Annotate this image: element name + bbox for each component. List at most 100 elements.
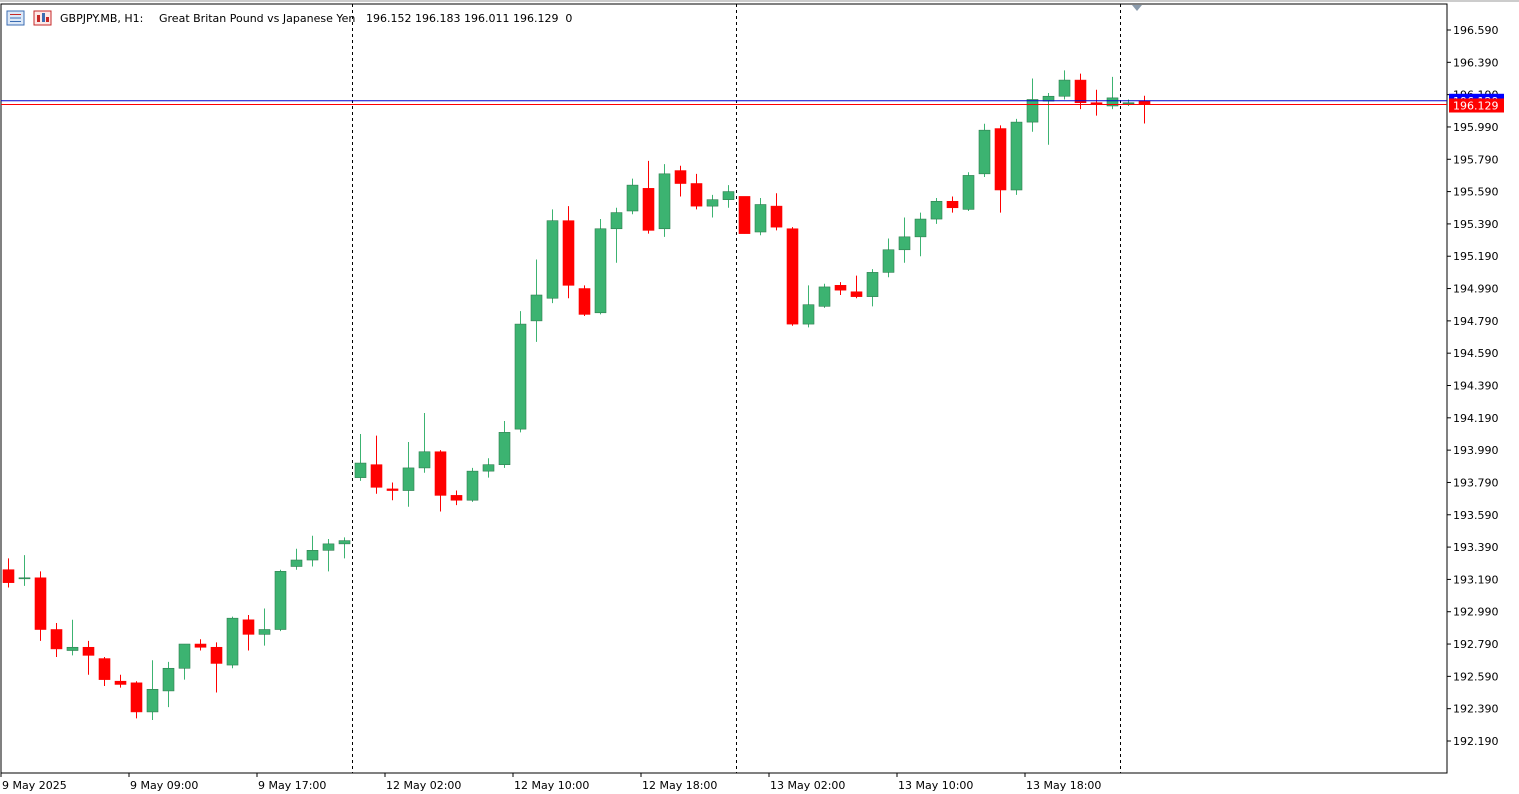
candle[interactable] (50, 623, 63, 657)
y-tick-label: 193.590 (1453, 509, 1499, 522)
y-tick-label: 195.190 (1453, 250, 1499, 263)
candle[interactable] (594, 219, 607, 315)
y-tick-label: 195.390 (1453, 218, 1499, 231)
candle[interactable] (738, 196, 751, 234)
candle[interactable] (450, 490, 463, 506)
candle[interactable] (1026, 78, 1039, 132)
candle[interactable] (914, 212, 927, 257)
candle[interactable] (818, 283, 831, 308)
candle[interactable] (578, 285, 591, 317)
symbol-description: Great Britan Pound vs Japanese Yen (159, 12, 355, 25)
candle[interactable] (146, 660, 159, 720)
candle-body-bull (658, 173, 671, 230)
candle-body-bear (642, 188, 655, 231)
candle[interactable] (434, 450, 447, 512)
candle[interactable] (66, 619, 79, 656)
svg-text:196.129: 196.129 (1453, 99, 1499, 112)
candle-body-bull (514, 323, 527, 430)
candle[interactable] (1010, 118, 1023, 195)
candle[interactable] (322, 539, 335, 572)
candle[interactable] (850, 275, 863, 299)
candle[interactable] (418, 412, 431, 473)
candle[interactable] (354, 433, 367, 481)
candle[interactable] (514, 311, 527, 433)
candle[interactable] (946, 196, 959, 213)
candle-body-bull (722, 191, 735, 200)
candle[interactable] (658, 164, 671, 237)
candle[interactable] (1058, 70, 1071, 100)
candle[interactable] (162, 661, 175, 708)
candle[interactable] (498, 421, 511, 468)
candle[interactable] (994, 125, 1007, 213)
candle-body-bear (2, 569, 15, 583)
candle-body-bear (82, 646, 95, 656)
candle[interactable] (1074, 73, 1087, 110)
bid-price-tag: 196.129 (1449, 98, 1504, 113)
candle[interactable] (882, 238, 895, 278)
candle-body-bull (1122, 102, 1135, 105)
candle[interactable] (98, 656, 111, 687)
x-tick-label: 13 May 02:00 (770, 779, 845, 792)
candle[interactable] (242, 614, 255, 651)
candle[interactable] (18, 555, 31, 586)
candle[interactable] (2, 558, 15, 588)
candle[interactable] (562, 206, 575, 299)
candle[interactable] (370, 435, 383, 494)
candle[interactable] (626, 178, 639, 215)
candle[interactable] (754, 198, 767, 236)
candle-body-bull (1010, 121, 1023, 191)
candle[interactable] (226, 616, 239, 669)
candle[interactable] (194, 639, 207, 651)
candle[interactable] (306, 535, 319, 567)
chart-type-icon[interactable] (33, 10, 52, 26)
candle[interactable] (82, 640, 95, 675)
candle[interactable] (722, 185, 735, 208)
candle-body-bear (562, 220, 575, 286)
candle[interactable] (130, 681, 143, 719)
candle-body-bull (1106, 97, 1119, 107)
candle[interactable] (706, 194, 719, 218)
candle[interactable] (802, 285, 815, 328)
candle[interactable] (258, 608, 271, 646)
candle[interactable] (610, 207, 623, 263)
candle[interactable] (866, 269, 879, 307)
candle[interactable] (786, 227, 799, 326)
candle[interactable] (930, 198, 943, 224)
candle[interactable] (978, 123, 991, 178)
candle[interactable] (546, 209, 559, 304)
chart-shift-marker[interactable] (1132, 5, 1142, 11)
candle[interactable] (530, 259, 543, 342)
candle[interactable] (386, 482, 399, 501)
candle[interactable] (898, 217, 911, 263)
candle-body-bear (450, 495, 463, 501)
candle[interactable] (482, 458, 495, 478)
candle-body-bull (322, 543, 335, 551)
candle-body-bull (802, 304, 815, 325)
candle[interactable] (210, 642, 223, 693)
candle[interactable] (402, 442, 415, 507)
candle[interactable] (690, 173, 703, 210)
candle-body-bull (482, 464, 495, 472)
candle[interactable] (770, 193, 783, 231)
candle[interactable] (1106, 76, 1119, 110)
candle[interactable] (178, 643, 191, 680)
candle[interactable] (34, 571, 47, 641)
candle[interactable] (642, 160, 655, 234)
candle[interactable] (834, 282, 847, 296)
y-tick-label: 194.190 (1453, 412, 1499, 425)
candle-body-bull (162, 667, 175, 692)
candle-body-bull (818, 286, 831, 307)
candle[interactable] (274, 569, 287, 632)
candle-body-bull (1058, 79, 1071, 97)
candle-body-bear (690, 183, 703, 207)
candle-body-bull (866, 272, 879, 297)
candle[interactable] (290, 548, 303, 570)
candle[interactable] (338, 537, 351, 559)
list-icon[interactable] (6, 10, 25, 26)
candle[interactable] (962, 172, 975, 211)
candle[interactable] (114, 674, 127, 688)
candle-body-bear (770, 205, 783, 228)
candle[interactable] (466, 467, 479, 502)
candle[interactable] (674, 165, 687, 197)
